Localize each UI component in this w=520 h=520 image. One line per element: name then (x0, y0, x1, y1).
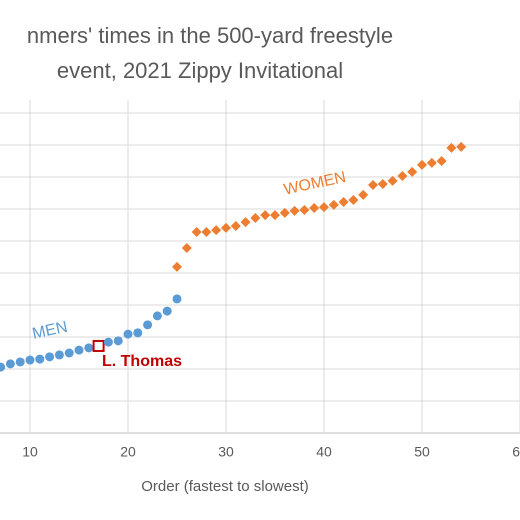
point (162, 306, 172, 316)
point (279, 207, 290, 218)
point (172, 261, 182, 272)
point (181, 243, 192, 254)
point (387, 175, 398, 186)
x-axis-label: Order (fastest to slowest) (141, 478, 309, 495)
point (368, 180, 378, 190)
point (328, 199, 339, 210)
point (113, 336, 123, 346)
point (211, 225, 222, 236)
point (230, 220, 241, 231)
point (309, 203, 320, 214)
point (54, 350, 64, 360)
point (338, 196, 349, 207)
x-tick-label: 20 (120, 444, 136, 460)
point (240, 217, 251, 228)
point (348, 195, 359, 206)
point (25, 355, 35, 365)
point (299, 204, 310, 215)
point (84, 343, 94, 353)
x-tick-label: 40 (316, 444, 332, 460)
point (377, 179, 388, 190)
point (64, 348, 74, 358)
point (250, 212, 261, 223)
point (5, 359, 15, 369)
point (446, 142, 457, 153)
point (456, 141, 467, 152)
grid: 10 20 30 40 50 60 (0, 100, 520, 460)
point (103, 337, 113, 347)
marks (0, 141, 467, 372)
point (319, 202, 329, 213)
point (191, 227, 202, 238)
point (426, 157, 437, 168)
point (133, 328, 143, 338)
point (152, 311, 162, 321)
chart-title: event, 2021 Zippy Invitational (57, 58, 343, 83)
point (172, 294, 182, 304)
point (15, 357, 25, 367)
point (436, 156, 447, 166)
x-tick-label: 10 (22, 444, 38, 460)
point (358, 189, 369, 200)
x-tick-label: 50 (414, 444, 430, 460)
point (407, 166, 418, 177)
point (417, 159, 427, 170)
annotation: L. Thomas (102, 353, 182, 370)
highlight-point (92, 339, 105, 352)
point (0, 362, 6, 372)
point (260, 210, 271, 221)
point (201, 227, 212, 238)
point (221, 222, 231, 233)
x-tick-label: 30 (218, 444, 234, 460)
point (270, 210, 280, 221)
point (45, 352, 55, 362)
point (143, 320, 153, 330)
point (74, 345, 84, 355)
point (35, 354, 45, 364)
point (123, 329, 133, 339)
point (397, 171, 408, 182)
x-tick-label: 60 (512, 444, 520, 460)
point (289, 205, 300, 216)
chart-title: nmers' times in the 500-yard freestyle (27, 23, 393, 48)
